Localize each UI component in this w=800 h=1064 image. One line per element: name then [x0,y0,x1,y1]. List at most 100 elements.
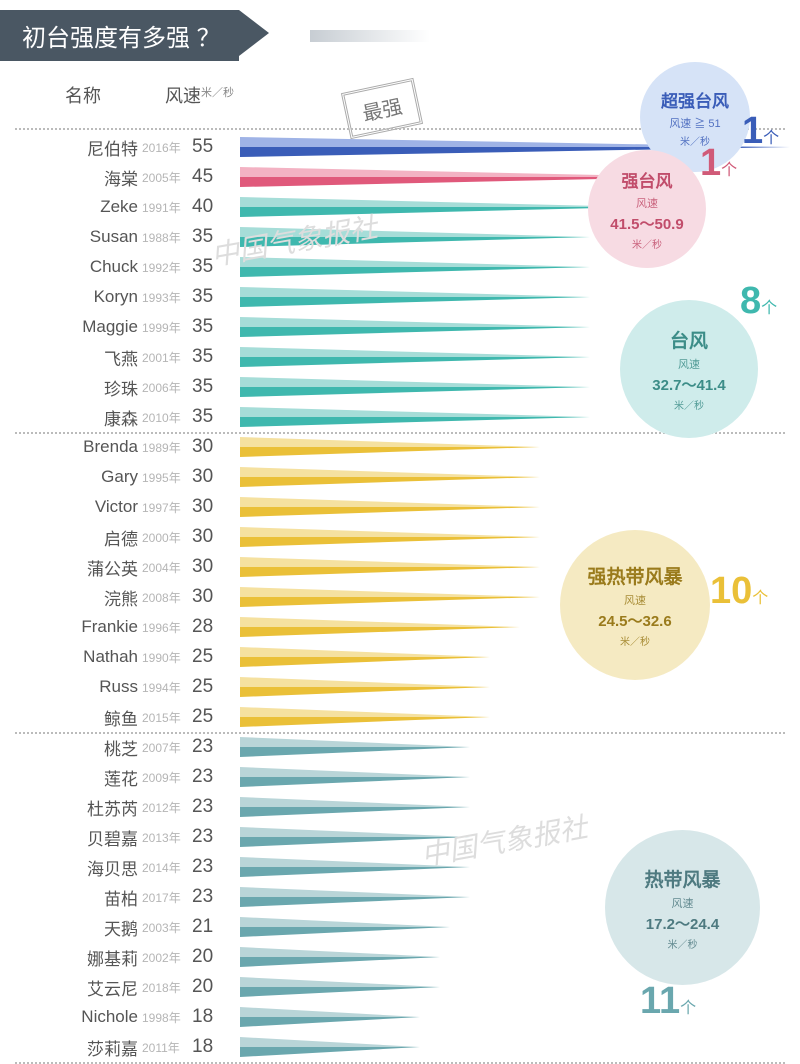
typhoon-name: Russ [99,677,138,697]
typhoon-name: 飞燕 [104,345,138,370]
bar [240,617,520,637]
typhoon-name: Brenda [83,437,138,457]
typhoon-name: Zeke [100,197,138,217]
bar-icon [240,857,470,877]
typhoon-name: Koryn [94,287,138,307]
typhoon-year: 2006年 [142,379,181,396]
typhoon-name: Gary [101,467,138,487]
typhoon-name: 苗柏 [104,885,138,910]
typhoon-name: 艾云尼 [87,975,138,1000]
category-name: 台风 [670,326,708,353]
typhoon-speed: 35 [192,286,213,308]
typhoon-name: Nathah [83,647,138,667]
category-sub: 风速 [672,895,694,911]
typhoon-year: 1989年 [142,439,181,456]
typhoon-year: 1990年 [142,649,181,666]
typhoon-year: 2015年 [142,709,181,726]
bar-icon [240,1007,420,1027]
bar [240,917,450,937]
typhoon-year: 2008年 [142,589,181,606]
bar-icon [240,347,590,367]
typhoon-speed: 28 [192,616,213,638]
bar [240,347,590,367]
typhoon-name: 尼伯特 [87,135,138,160]
typhoon-speed: 35 [192,346,213,368]
typhoon-name: 天鹅 [104,915,138,940]
bar [240,227,590,247]
bar-icon [240,947,440,967]
typhoon-speed: 20 [192,976,213,998]
typhoon-speed: 21 [192,916,213,938]
bar [240,827,470,847]
group-separator [15,732,785,734]
category-badge: 强热带风暴风速24.5～32.6米／秒 [560,530,710,680]
bar [240,407,590,427]
typhoon-year: 1991年 [142,199,181,216]
title-bar: 初台强度有多强 ？ [0,10,239,61]
category-badge: 强台风风速41.5～50.9米／秒 [588,150,706,268]
typhoon-speed: 23 [192,736,213,758]
data-row: Gary1995年30 [0,462,800,492]
bar [240,647,490,667]
title-fade [310,30,430,42]
typhoon-speed: 55 [192,136,213,158]
typhoon-speed: 23 [192,766,213,788]
data-row: 鲸鱼2015年25 [0,702,800,732]
typhoon-speed: 25 [192,706,213,728]
bar-icon [240,917,450,937]
bar [240,1007,420,1027]
typhoon-year: 2002年 [142,949,181,966]
typhoon-name: 康森 [104,405,138,430]
bar-icon [240,737,470,757]
category-unit: 米／秒 [632,236,662,251]
typhoon-year: 2005年 [142,169,181,186]
typhoon-name: Nichole [81,1007,138,1027]
bar-icon [240,827,470,847]
typhoon-speed: 30 [192,586,213,608]
data-row: 杜苏芮2012年23 [0,792,800,822]
category-unit: 米／秒 [620,633,650,648]
typhoon-year: 2014年 [142,859,181,876]
bar-icon [240,407,590,427]
bar [240,527,540,547]
typhoon-name: Susan [90,227,138,247]
category-name: 热带风暴 [644,865,720,892]
bar [240,197,640,217]
typhoon-name: 桃芝 [104,735,138,760]
typhoon-year: 2011年 [142,1039,180,1056]
bar-icon [240,497,540,517]
bar-icon [240,287,590,307]
typhoon-name: Chuck [90,257,138,277]
category-badge: 热带风暴风速 17.2～24.4 米／秒 [605,830,760,985]
typhoon-name: 浣熊 [104,585,138,610]
header-speed: 风速 米／秒 [165,82,234,108]
category-range: 17.2～24.4 [646,913,719,934]
typhoon-year: 2017年 [142,889,181,906]
category-count: 10个 [710,570,768,613]
bar [240,557,540,577]
typhoon-year: 1999年 [142,319,181,336]
bar-icon [240,887,470,907]
typhoon-name: 贝碧嘉 [87,825,138,850]
bar-icon [240,677,490,697]
bar-icon [240,617,520,637]
typhoon-speed: 23 [192,826,213,848]
bar-icon [240,797,470,817]
typhoon-name: 莎莉嘉 [87,1035,138,1060]
typhoon-year: 2010年 [142,409,181,426]
bar [240,257,590,277]
typhoon-year: 2018年 [142,979,181,996]
category-range: 32.7～41.4 [652,374,725,395]
bar-icon [240,317,590,337]
category-count: 1个 [700,142,737,185]
bar [240,677,490,697]
category-unit: 米／秒 [668,936,698,951]
bar-icon [240,197,640,217]
typhoon-year: 2012年 [142,799,181,816]
typhoon-speed: 35 [192,406,213,428]
bar-icon [240,377,590,397]
bar-icon [240,437,540,457]
bar [240,947,440,967]
typhoon-year: 2013年 [142,829,181,846]
typhoon-year: 2004年 [142,559,181,576]
